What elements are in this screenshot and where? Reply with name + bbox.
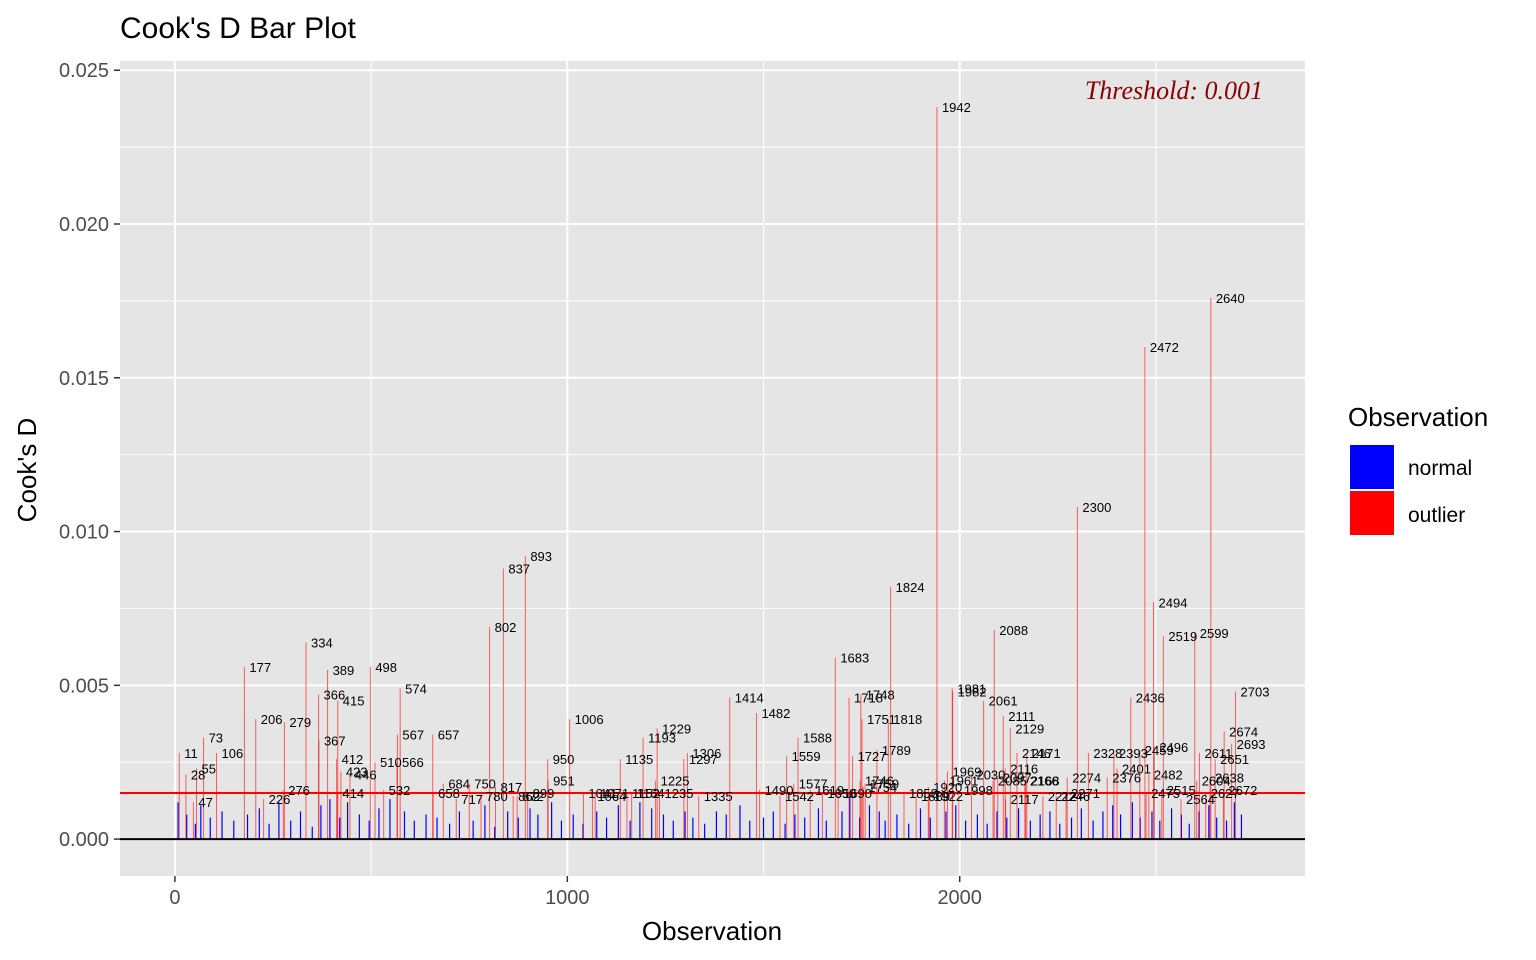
outlier-label: 1748	[866, 688, 895, 703]
outlier-label: 106	[222, 746, 244, 761]
outlier-label: 47	[198, 795, 212, 810]
y-tick-label: 0.000	[59, 829, 109, 851]
outlier-label: 226	[269, 792, 291, 807]
outlier-label: 837	[508, 561, 530, 576]
outlier-label: 279	[289, 715, 311, 730]
x-tick-label: 2000	[937, 887, 982, 909]
outlier-label: 2393	[1119, 746, 1148, 761]
outlier-label: 2651	[1220, 752, 1249, 767]
legend-swatch-normal	[1350, 445, 1394, 489]
outlier-label: 657	[438, 728, 460, 743]
outlier-label: 510	[380, 755, 402, 770]
outlier-label: 206	[261, 712, 283, 727]
outlier-label: 177	[249, 660, 271, 675]
outlier-label: 414	[342, 786, 364, 801]
legend-swatch-outlier	[1350, 491, 1394, 535]
legend-title: Observation	[1348, 402, 1488, 432]
outlier-label: 893	[530, 549, 552, 564]
outlier-label: 1824	[896, 580, 925, 595]
outlier-label: 1982	[958, 684, 987, 699]
outlier-label: 2496	[1159, 740, 1188, 755]
outlier-label: 498	[375, 660, 397, 675]
outlier-label: 1922	[934, 789, 963, 804]
x-tick-label: 0	[169, 887, 180, 909]
outlier-label: 950	[553, 752, 575, 767]
chart-title: Cook's D Bar Plot	[120, 12, 356, 45]
y-axis: 0.000 0.005 0.010 0.015 0.020 0.025	[59, 60, 120, 851]
y-tick-label: 0.025	[59, 60, 109, 82]
x-tick-label: 1000	[545, 887, 590, 909]
outlier-label: 2436	[1136, 691, 1165, 706]
outlier-label: 574	[405, 681, 427, 696]
outlier-label: 2129	[1015, 721, 1044, 736]
outlier-label: 951	[553, 774, 575, 789]
legend-label-normal: normal	[1408, 457, 1472, 480]
y-tick-label: 0.015	[59, 368, 109, 390]
y-tick-label: 0.020	[59, 214, 109, 236]
outlier-label: 2693	[1237, 737, 1266, 752]
threshold-label: Threshold: 0.001	[1085, 76, 1263, 105]
outlier-label: 2482	[1154, 768, 1183, 783]
outlier-label: 55	[202, 761, 216, 776]
outlier-label: 899	[533, 786, 555, 801]
outlier-label: 1229	[662, 721, 691, 736]
outlier-label: 1751	[867, 712, 896, 727]
outlier-label: 2672	[1228, 783, 1257, 798]
outlier-label: 717	[461, 792, 483, 807]
outlier-label: 1414	[735, 691, 764, 706]
outlier-label: 2401	[1122, 761, 1151, 776]
outlier-label: 2088	[999, 623, 1028, 638]
outlier-label: 1588	[803, 731, 832, 746]
outlier-label: 684	[448, 777, 470, 792]
outlier-label: 567	[402, 728, 424, 743]
outlier-label: 1306	[692, 746, 721, 761]
outlier-label: 2274	[1072, 771, 1101, 786]
outlier-label: 1335	[704, 789, 733, 804]
outlier-label: 276	[288, 783, 310, 798]
outlier-label: 802	[495, 620, 517, 635]
outlier-label: 1135	[625, 752, 653, 767]
outlier-label: 2271	[1071, 786, 1100, 801]
x-axis: 0 1000 2000	[169, 876, 982, 909]
outlier-label: 532	[389, 783, 411, 798]
legend: Observation normal outlier	[1348, 402, 1488, 535]
x-axis-title: Observation	[642, 916, 782, 946]
outlier-label: 446	[355, 768, 377, 783]
outlier-label: 2168	[1031, 774, 1060, 789]
outlier-label: 1071	[600, 786, 629, 801]
outlier-label: 2300	[1082, 500, 1111, 515]
y-axis-title: Cook's D	[12, 418, 42, 523]
outlier-label: 2494	[1159, 595, 1188, 610]
outlier-label: 1235	[665, 786, 694, 801]
outlier-label: 415	[343, 694, 365, 709]
legend-label-outlier: outlier	[1408, 504, 1465, 527]
outlier-label: 2599	[1200, 626, 1229, 641]
outlier-label: 1683	[840, 651, 869, 666]
outlier-label: 1998	[964, 783, 993, 798]
outlier-label: 367	[324, 734, 346, 749]
outlier-label: 2703	[1241, 684, 1270, 699]
outlier-label: 1789	[882, 743, 911, 758]
outlier-label: 1942	[942, 100, 971, 115]
outlier-label: 2472	[1150, 340, 1179, 355]
outlier-label: 2117	[1011, 792, 1039, 807]
outlier-label: 1559	[792, 749, 821, 764]
outlier-label: 1482	[761, 706, 790, 721]
outlier-label: 11	[184, 746, 198, 761]
y-tick-label: 0.010	[59, 522, 109, 544]
outlier-label: 1818	[893, 712, 922, 727]
outlier-label: 2061	[989, 694, 1018, 709]
outlier-label: 566	[402, 755, 424, 770]
outlier-label: 2171	[1032, 746, 1061, 761]
outlier-label: 334	[311, 635, 333, 650]
outlier-label: 389	[333, 663, 355, 678]
outlier-label: 73	[209, 731, 223, 746]
outlier-label: 1006	[575, 712, 604, 727]
outlier-label: 1759	[870, 777, 899, 792]
outlier-label: 2519	[1168, 629, 1197, 644]
outlier-label: 2640	[1216, 291, 1245, 306]
y-tick-label: 0.005	[59, 675, 109, 697]
